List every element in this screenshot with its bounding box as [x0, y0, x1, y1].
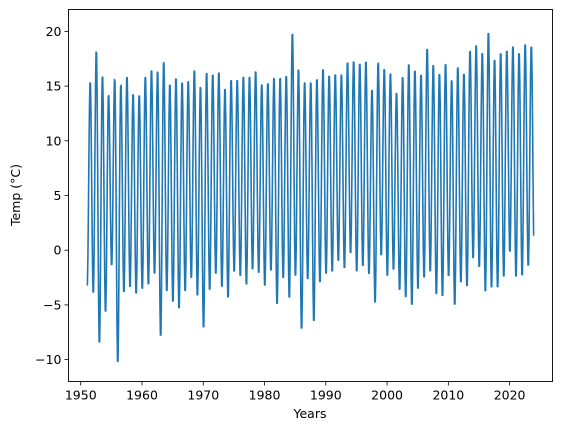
y-tick-label: 10 — [46, 133, 62, 148]
x-tick-label: 2000 — [371, 388, 403, 403]
x-tick-label: 1970 — [187, 388, 219, 403]
y-tick-label: 0 — [54, 243, 62, 258]
y-tick-label: −10 — [35, 352, 61, 367]
x-tick-label: 2010 — [432, 388, 464, 403]
x-axis-label: Years — [293, 406, 327, 421]
y-tick-label: 5 — [54, 188, 62, 203]
x-tick-label: 1990 — [310, 388, 342, 403]
temperature-series-line — [86, 32, 535, 363]
y-tick-label: 20 — [46, 24, 62, 39]
y-tick-label: −5 — [43, 297, 61, 312]
y-axis-label: Temp (°C) — [8, 164, 23, 227]
x-tick-label: 1980 — [249, 388, 281, 403]
x-tick-label: 1960 — [126, 388, 158, 403]
x-tick-label: 2020 — [494, 388, 526, 403]
y-axis: −10 −5 0 5 10 15 20 — [35, 24, 69, 367]
plot-area — [86, 32, 535, 363]
y-tick-label: 15 — [46, 79, 62, 94]
x-axis: 1950 1960 1970 1980 1990 2000 2010 2020 — [65, 381, 526, 403]
x-tick-label: 1950 — [65, 388, 97, 403]
